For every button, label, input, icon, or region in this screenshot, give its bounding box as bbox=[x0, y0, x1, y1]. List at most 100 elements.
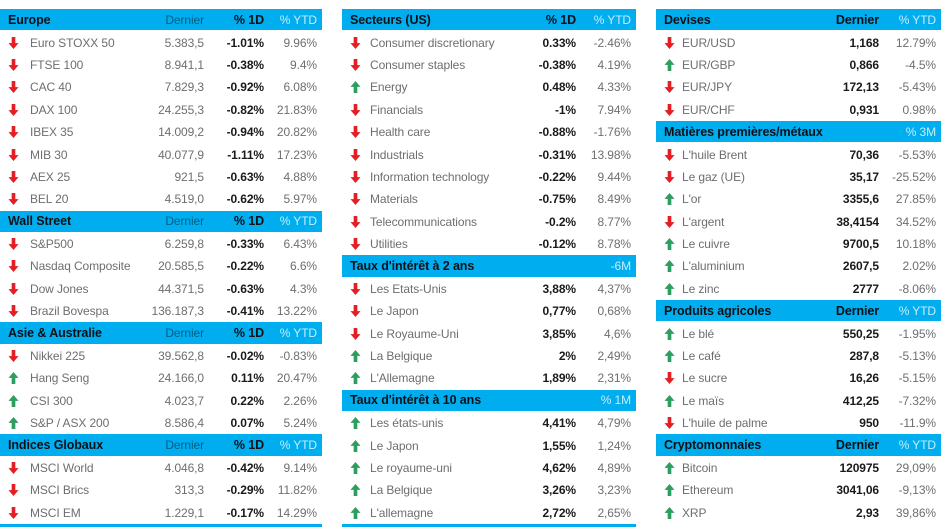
instrument-name: Brazil Bovespa bbox=[30, 304, 109, 319]
arrow-down-icon bbox=[0, 350, 30, 363]
instrument-name: EUR/JPY bbox=[682, 80, 732, 95]
arrow-up-icon bbox=[0, 394, 30, 407]
value-secondary: 4,89% bbox=[597, 461, 631, 475]
value-last: 24.166,0 bbox=[158, 371, 204, 386]
arrow-up-icon bbox=[656, 238, 682, 251]
instrument-name: BEL 20 bbox=[30, 192, 69, 207]
value-secondary: 2,65% bbox=[597, 505, 631, 520]
value-secondary: 3,23% bbox=[597, 483, 631, 498]
instrument-name: Le café bbox=[682, 349, 721, 364]
row-hang-seng: Hang Seng 24.166,0 0.11% 20.47% bbox=[0, 367, 322, 389]
arrow-up-icon bbox=[0, 372, 30, 385]
arrow-down-icon bbox=[656, 372, 682, 385]
arrow-down-icon bbox=[342, 59, 370, 71]
instrument-name: XRP bbox=[682, 505, 707, 520]
value-secondary: 10.18% bbox=[895, 237, 936, 252]
row-les-etats-unis: Les Etats-Unis 3,88% 4,37% bbox=[342, 278, 636, 300]
section-header-taux-d-interet-a-2-ans: Taux d'intérêt à 2 ans -6M bbox=[342, 255, 636, 278]
instrument-name: Nasdaq Composite bbox=[30, 259, 131, 274]
row-la-belgique: La Belgique 2% 2,49% bbox=[342, 345, 636, 367]
arrow-down-icon bbox=[0, 305, 30, 318]
value-main: -0.88% bbox=[538, 125, 577, 140]
arrow-up-icon bbox=[342, 372, 370, 385]
row-telecommunications: Telecommunications -0.2% 8.77% bbox=[342, 211, 636, 233]
column-label-ytd: % YTD bbox=[593, 12, 631, 27]
value-main: 0,931 bbox=[849, 102, 879, 117]
instrument-name: L'allemagne bbox=[370, 505, 434, 520]
value-secondary: 0.98% bbox=[902, 102, 936, 117]
value-secondary: -8.06% bbox=[898, 281, 937, 296]
row-xrp: XRP 2,93 39,86% bbox=[656, 502, 941, 524]
instrument-name: L'Allemagne bbox=[370, 371, 435, 386]
arrow-up-icon bbox=[342, 439, 370, 452]
row-le-japon: Le Japon 1,55% 1,24% bbox=[342, 434, 636, 456]
arrow-down-icon bbox=[342, 305, 370, 318]
arrow-down-icon bbox=[342, 148, 370, 161]
instrument-name: Le Japon bbox=[370, 438, 419, 453]
value-secondary: -5.13% bbox=[898, 349, 937, 364]
instrument-name: Industrials bbox=[370, 147, 424, 162]
row-materials: Materials -0.75% 8.49% bbox=[342, 188, 636, 210]
value-main: 287,8 bbox=[849, 349, 879, 364]
row-s-p500: S&P500 6.259,8 -0.33% 6.43% bbox=[0, 233, 322, 255]
section-header-produits-agricoles: Produits agricoles Dernier % YTD bbox=[656, 300, 941, 323]
value-main: -0.31% bbox=[538, 147, 577, 162]
arrow-down-icon bbox=[0, 193, 30, 206]
value-ytd: 11.82% bbox=[277, 483, 317, 498]
section-title: Taux d'intérêt à 2 ans bbox=[350, 258, 475, 273]
value-secondary: 27.85% bbox=[895, 192, 936, 207]
column-label-dernier: Dernier bbox=[835, 438, 879, 453]
value-ytd: 9.96% bbox=[283, 35, 317, 50]
value-main: 70,36 bbox=[849, 147, 879, 162]
value-ytd: 6.6% bbox=[290, 259, 317, 274]
value-ytd: 9.4% bbox=[290, 57, 317, 72]
value-last: 40.077,9 bbox=[158, 147, 204, 162]
section-header-matieres-premieres-metaux: Matières premières/métaux % 3M bbox=[656, 120, 941, 144]
value-secondary: 4.19% bbox=[597, 57, 631, 72]
instrument-name: Consumer discretionary bbox=[370, 35, 495, 50]
arrow-down-icon bbox=[0, 506, 30, 519]
value-last: 39.562,8 bbox=[158, 349, 204, 364]
value-main: 3,26% bbox=[542, 483, 576, 498]
value-secondary: 8.77% bbox=[597, 214, 631, 229]
arrow-down-icon bbox=[342, 36, 370, 49]
instrument-name: L'huile Brent bbox=[682, 147, 748, 162]
value-last: 8.586,4 bbox=[164, 416, 204, 431]
row-dax-100: DAX 100 24.255,3 -0.82% 21.83% bbox=[0, 99, 322, 121]
arrow-down-icon bbox=[0, 260, 30, 273]
instrument-name: EUR/USD bbox=[682, 35, 736, 50]
value-secondary: -2.46% bbox=[593, 35, 632, 50]
value-main: -0.75% bbox=[538, 192, 577, 207]
arrow-down-icon bbox=[342, 126, 370, 139]
row-l-or: L'or 3355,6 27.85% bbox=[656, 188, 941, 210]
value-ytd: 17.23% bbox=[276, 147, 317, 162]
row-l-aluminium: L'aluminium 2607,5 2.02% bbox=[656, 255, 941, 277]
value-main: 0,77% bbox=[542, 304, 576, 319]
row-financials: Financials -1% 7.94% bbox=[342, 99, 636, 121]
instrument-name: MSCI EM bbox=[30, 505, 81, 520]
value-secondary: 2,49% bbox=[597, 349, 631, 364]
arrow-down-icon bbox=[0, 59, 30, 71]
value-secondary: 4,6% bbox=[604, 326, 631, 341]
arrow-down-icon bbox=[656, 103, 682, 116]
row-energy: Energy 0.48% 4.33% bbox=[342, 76, 636, 98]
value-ytd: 14.29% bbox=[276, 505, 317, 520]
row-health-care: Health care -0.88% -1.76% bbox=[342, 121, 636, 143]
value-secondary: 12.79% bbox=[895, 35, 936, 50]
value-secondary: 9.44% bbox=[597, 169, 631, 184]
arrow-up-icon bbox=[342, 484, 370, 497]
row-le-royaume-uni: Le royaume-uni 4,62% 4,89% bbox=[342, 457, 636, 479]
value-1d: -0.33% bbox=[226, 237, 265, 252]
column-label-ytd: % YTD bbox=[898, 438, 936, 453]
value-ytd: 5.97% bbox=[283, 192, 317, 207]
value-last: 5.383,5 bbox=[164, 35, 204, 50]
column-label-dernier: Dernier bbox=[835, 303, 879, 318]
instrument-name: Le maïs bbox=[682, 393, 724, 408]
value-last: 14.009,2 bbox=[158, 125, 204, 140]
value-last: 20.585,5 bbox=[158, 259, 204, 274]
instrument-name: Utilities bbox=[370, 237, 408, 252]
value-secondary: 8.49% bbox=[597, 192, 631, 207]
row-utilities: Utilities -0.12% 8.78% bbox=[342, 233, 636, 255]
column-label-ytd: % YTD bbox=[898, 12, 936, 27]
instrument-name: EUR/GBP bbox=[682, 57, 736, 72]
